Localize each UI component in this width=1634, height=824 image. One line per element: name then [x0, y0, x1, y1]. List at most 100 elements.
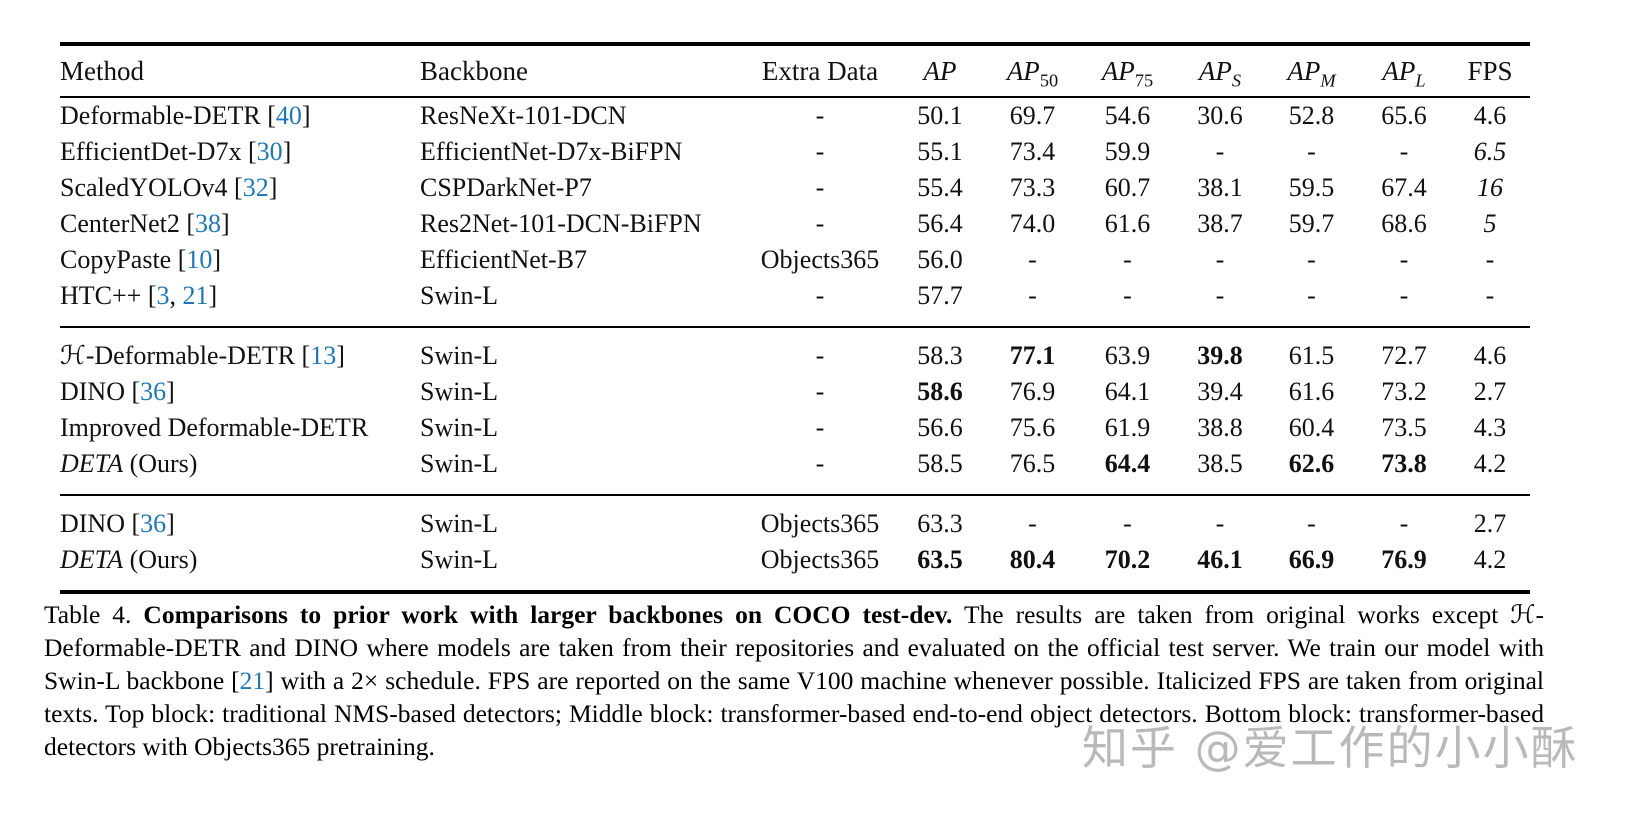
metric-cell: - — [1080, 495, 1175, 542]
text-segment: - — [1307, 137, 1316, 166]
text-segment: 63.3 — [917, 509, 963, 538]
metric-cell: 4.2 — [1450, 446, 1530, 495]
text-segment: 2.7 — [1473, 377, 1507, 406]
text-segment: 56.4 — [917, 209, 963, 238]
metric-cell: 59.7 — [1265, 206, 1358, 242]
citation-link[interactable]: 21 — [182, 281, 209, 310]
method-cell: DINO [36] — [60, 374, 420, 410]
citation-link[interactable]: 36 — [140, 377, 167, 406]
method-cell: Deformable-DETR [40] — [60, 97, 420, 134]
metric-cell: 72.7 — [1358, 327, 1450, 374]
table-row: CopyPaste [10] EfficientNet-B7 Objects365 5… — [60, 242, 1530, 278]
table-row: Deformable-DETR [40] ResNeXt-101-DCN -50.1… — [60, 97, 1530, 134]
metric-cell: 38.8 — [1175, 410, 1265, 446]
metric-cell: 67.4 — [1358, 170, 1450, 206]
citation-link[interactable]: 36 — [140, 509, 167, 538]
metric-cell: - — [1265, 242, 1358, 278]
extra-data-cell: - — [815, 449, 825, 478]
metric-cell: 38.5 — [1175, 446, 1265, 495]
table-block: ℋ-Deformable-DETR [13] Swin-L -58.3 77.1 63.… — [60, 327, 1530, 495]
citation-link[interactable]: 30 — [256, 137, 283, 166]
text-segment: 56.0 — [917, 245, 963, 274]
metric-cell: 2.7 — [1450, 495, 1530, 542]
text-segment: ] — [268, 173, 278, 202]
text-segment: 64.1 — [1104, 377, 1151, 406]
citation-link[interactable]: 40 — [275, 101, 302, 130]
metric-cell: 65.6 — [1358, 97, 1450, 134]
backbone-cell: Swin-L — [420, 341, 498, 370]
column-header: Method — [60, 55, 144, 86]
citation-link[interactable]: 13 — [310, 341, 337, 370]
text-segment: CenterNet2 [ — [60, 209, 196, 238]
text-segment: The results are taken from original work… — [44, 600, 1544, 695]
backbone-cell: ResNeXt-101-DCN — [420, 101, 627, 130]
backbone-cell: Swin-L — [420, 509, 498, 538]
citation-link[interactable]: 10 — [186, 245, 213, 274]
text-segment: - — [1307, 245, 1316, 274]
method-cell: DETA (Ours) — [60, 542, 420, 592]
text-segment: - — [1123, 245, 1132, 274]
text-segment: 4.6 — [1473, 341, 1507, 370]
citation-link[interactable]: 21 — [239, 666, 266, 695]
table-row: DETA (Ours) Swin-L Objects365 63.5 80.4 70.2 4… — [60, 542, 1530, 592]
metric-cell: 77.1 — [985, 327, 1080, 374]
watermark: 知乎 @爱工作的小小酥 — [1082, 721, 1579, 775]
metric-cell: - — [1450, 278, 1530, 327]
text-segment: - — [1215, 281, 1225, 310]
metric-cell: 4.6 — [1450, 97, 1530, 134]
metric-cell: 76.5 — [985, 446, 1080, 495]
table-header: Method Backbone Extra Data AP AP50 AP75 APS APM… — [60, 44, 1530, 97]
metric-cell: 73.3 — [985, 170, 1080, 206]
text-segment: ] — [336, 341, 345, 370]
table-row: DINO [36] Swin-L -58.6 76.9 64.1 39.4 61.6 73.2… — [60, 374, 1530, 410]
text-segment: 75.6 — [1009, 413, 1056, 442]
text-segment: 4.6 — [1473, 101, 1507, 130]
text-segment: 4.2 — [1473, 449, 1507, 478]
text-segment: 73.3 — [1009, 173, 1056, 202]
text-segment: DETA — [60, 545, 124, 574]
citation-link[interactable]: 3 — [156, 281, 170, 310]
metric-cell: - — [1358, 242, 1450, 278]
column-header: FPS — [1467, 55, 1513, 86]
text-segment: 5 — [1483, 209, 1497, 238]
table-row: ℋ-Deformable-DETR [13] Swin-L -58.3 77.1 63.… — [60, 327, 1530, 374]
text-segment: HTC++ [ — [60, 281, 157, 310]
text-segment: 73.5 — [1381, 413, 1427, 442]
text-segment: - — [1485, 245, 1495, 274]
text-segment: ℋ-Deformable-DETR [ — [60, 341, 311, 370]
text-segment: ] — [212, 245, 222, 274]
text-segment: 57.7 — [917, 281, 963, 310]
text-segment: Improved Deformable-DETR — [60, 413, 369, 442]
text-segment: 67.4 — [1381, 173, 1427, 202]
metric-cell: 54.6 — [1080, 97, 1175, 134]
backbone-cell: Swin-L — [420, 377, 498, 406]
citation-link[interactable]: 38 — [195, 209, 222, 238]
metric-cell: 39.8 — [1175, 327, 1265, 374]
text-segment: - — [1399, 245, 1409, 274]
text-segment: - — [1028, 245, 1037, 274]
text-segment: ] — [208, 281, 218, 310]
text-segment: 76.9 — [1381, 545, 1427, 574]
citation-link[interactable]: 32 — [242, 173, 269, 202]
text-segment: - — [1123, 281, 1132, 310]
extra-data-cell: Objects365 — [760, 509, 880, 538]
metric-cell: 60.4 — [1265, 410, 1358, 446]
metric-cell: 64.4 — [1080, 446, 1175, 495]
metric-cell: 66.9 — [1265, 542, 1358, 592]
method-cell: ℋ-Deformable-DETR [13] — [60, 327, 420, 374]
text-segment: 54.6 — [1104, 101, 1151, 130]
metric-cell: 38.7 — [1175, 206, 1265, 242]
text-segment: 52.8 — [1288, 101, 1335, 130]
metric-cell: 70.2 — [1080, 542, 1175, 592]
metric-cell: 73.4 — [985, 134, 1080, 170]
metric-cell: - — [1358, 134, 1450, 170]
metric-cell: - — [1080, 242, 1175, 278]
method-cell: ScaledYOLOv4 [32] — [60, 170, 420, 206]
text-segment: 80.4 — [1009, 545, 1056, 574]
text-segment: ] — [282, 137, 292, 166]
metric-cell: 63.9 — [1080, 327, 1175, 374]
extra-data-cell: - — [815, 341, 825, 370]
text-segment: Comparisons to prior work with larger ba… — [143, 600, 953, 629]
text-segment: DINO [ — [60, 377, 141, 406]
text-segment: 61.9 — [1104, 413, 1151, 442]
